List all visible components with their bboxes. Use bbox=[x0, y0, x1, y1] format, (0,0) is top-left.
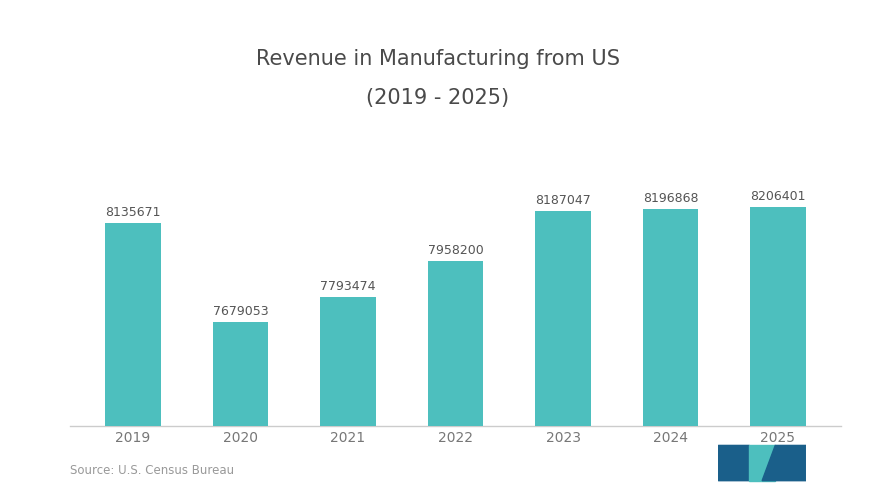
Text: 7793474: 7793474 bbox=[321, 280, 376, 293]
Text: 7958200: 7958200 bbox=[427, 244, 484, 257]
Polygon shape bbox=[749, 445, 775, 481]
Text: 7679053: 7679053 bbox=[213, 305, 268, 318]
Text: Source: U.S. Census Bureau: Source: U.S. Census Bureau bbox=[70, 464, 234, 477]
Text: 8135671: 8135671 bbox=[105, 206, 161, 219]
Bar bbox=[535, 211, 591, 490]
Text: 8187047: 8187047 bbox=[535, 195, 591, 207]
Bar bbox=[320, 297, 376, 490]
Text: Revenue in Manufacturing from US: Revenue in Manufacturing from US bbox=[256, 49, 620, 69]
Bar bbox=[213, 322, 269, 490]
Text: 8206401: 8206401 bbox=[750, 190, 806, 203]
Bar bbox=[642, 209, 698, 490]
Text: 8196868: 8196868 bbox=[643, 192, 698, 205]
Polygon shape bbox=[762, 445, 806, 481]
Text: (2019 - 2025): (2019 - 2025) bbox=[366, 88, 510, 108]
Bar bbox=[105, 222, 161, 490]
Polygon shape bbox=[718, 445, 762, 481]
Bar bbox=[750, 207, 806, 490]
Bar bbox=[427, 261, 484, 490]
